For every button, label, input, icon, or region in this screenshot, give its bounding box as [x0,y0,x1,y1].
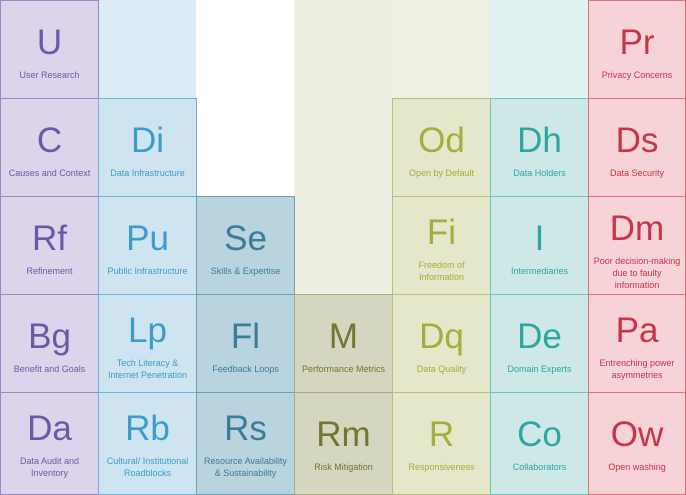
tile-risk-mitigation[interactable]: Rm Risk Mitigation [294,392,393,495]
tile-tech-literacy[interactable]: Lp Tech Literacy & Internet Penetration [98,294,197,393]
tile-name: Privacy Concerns [601,70,673,80]
tile-symbol: Di [130,121,165,160]
tile-symbol: C [36,121,63,160]
tile-symbol: Fl [230,317,261,356]
tile-poor-decision[interactable]: Dm Poor decision-making due to faulty in… [588,196,686,295]
tile-name: User Research [19,70,80,80]
tile-name: Data Infrastructure [110,168,185,178]
tile-name: Freedom of Information [418,260,465,282]
tile-intermediaries[interactable]: I Intermediaries [490,196,589,295]
tile-symbol: Se [224,219,267,258]
tile-performance-metrics[interactable]: M Performance Metrics [294,294,393,393]
tile-domain-experts[interactable]: De Domain Experts [490,294,589,393]
tile-symbol: De [517,317,562,356]
tile-name: Data Holders [513,168,566,178]
tile-name: Skills & Expertise [210,266,281,276]
tile-freedom-information[interactable]: Fi Freedom of Information [392,196,491,295]
tile-resource-availability[interactable]: Rs Resource Availability & Sustainabilit… [196,392,295,495]
tile-feedback-loops[interactable]: Fl Feedback Loops [196,294,295,393]
tile-symbol: Od [418,121,465,160]
tile-refinement[interactable]: Rf Refinement [0,196,99,295]
tile-name: Cultural/ Institutional Roadblocks [106,456,189,478]
tile-symbol: Dh [517,121,562,160]
tile-name: Poor decision-making due to faulty infor… [593,256,681,290]
tile-name: Intermediaries [510,266,569,276]
tile-symbol: Pu [126,219,169,258]
tile-data-holders[interactable]: Dh Data Holders [490,98,589,197]
tile-privacy-concerns[interactable]: Pr Privacy Concerns [588,0,686,99]
tile-symbol: Dm [609,209,665,248]
tile-symbol: Ow [610,415,664,454]
tile-user-research[interactable]: U User Research [0,0,99,99]
tile-symbol: Lp [128,311,167,350]
tile-causes-context[interactable]: C Causes and Context [0,98,99,197]
tile-name: Risk Mitigation [314,462,373,472]
tile-symbol: M [328,317,359,356]
tile-public-infrastructure[interactable]: Pu Public Infrastructure [98,196,197,295]
tile-collaborators[interactable]: Co Collaborators [490,392,589,495]
tile-symbol: R [428,415,455,454]
tile-benefit-goals[interactable]: Bg Benefit and Goals [0,294,99,393]
tile-symbol: Fi [426,213,457,252]
tile-symbol: Da [27,409,72,448]
tile-open-by-default[interactable]: Od Open by Default [392,98,491,197]
tile-name: Feedback Loops [212,364,279,374]
tile-name: Open washing [608,462,666,472]
tile-symbol: Ds [615,121,659,160]
tile-name: Data Quality [416,364,467,374]
tile-symbol: U [36,23,63,62]
tile-name: Domain Experts [507,364,572,374]
tile-name: Benefit and Goals [13,364,86,374]
tile-power-asymmetries[interactable]: Pa Entrenching power asymmetries [588,294,686,393]
tile-name: Tech Literacy & Internet Penetration [107,358,188,380]
tile-data-infrastructure[interactable]: Di Data Infrastructure [98,98,197,197]
tile-data-quality[interactable]: Dq Data Quality [392,294,491,393]
tile-name: Data Audit and Inventory [19,456,80,478]
tile-name: Collaborators [512,462,567,472]
tile-name: Responsiveness [408,462,475,472]
tile-symbol: Dq [419,317,464,356]
tile-symbol: Rb [125,409,170,448]
tile-name: Causes and Context [8,168,91,178]
tile-responsiveness[interactable]: R Responsiveness [392,392,491,495]
tile-symbol: Rs [224,409,267,448]
tile-name: Entrenching power asymmetries [599,358,675,380]
tile-name: Refinement [26,266,73,276]
tile-symbol: Rm [316,415,371,454]
tile-name: Public Infrastructure [107,266,188,276]
tile-symbol: Bg [28,317,71,356]
tile-name: Data Security [609,168,665,178]
tile-open-washing[interactable]: Ow Open washing [588,392,686,495]
tile-symbol: Co [517,415,562,454]
tile-data-security[interactable]: Ds Data Security [588,98,686,197]
tile-cultural-roadblocks[interactable]: Rb Cultural/ Institutional Roadblocks [98,392,197,495]
tile-symbol: I [534,219,545,258]
tile-symbol: Pr [619,23,655,62]
tile-symbol: Rf [32,219,67,258]
tile-name: Performance Metrics [301,364,386,374]
tile-name: Open by Default [408,168,475,178]
tile-skills-expertise[interactable]: Se Skills & Expertise [196,196,295,295]
tile-symbol: Pa [615,311,659,350]
tile-name: Resource Availability & Sustainability [204,456,287,478]
tile-data-audit[interactable]: Da Data Audit and Inventory [0,392,99,495]
